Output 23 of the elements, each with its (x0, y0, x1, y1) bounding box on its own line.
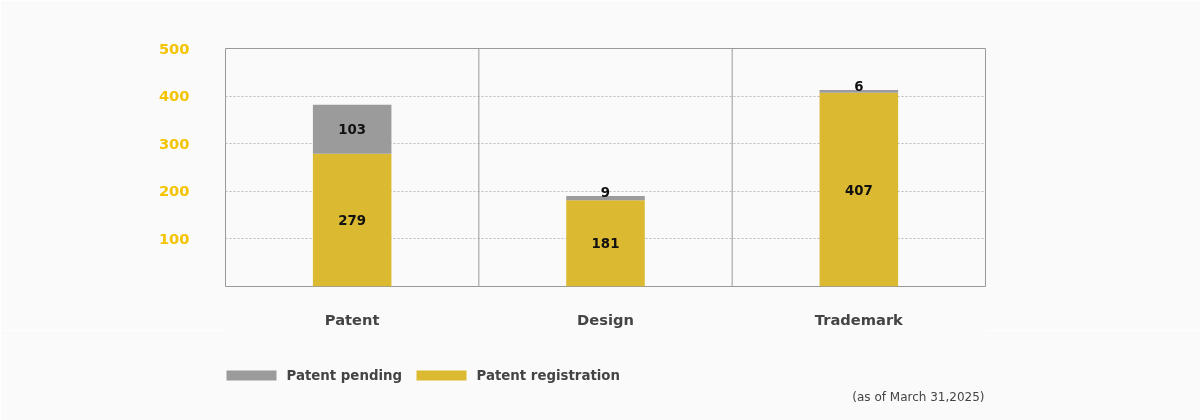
bar (819, 89, 899, 93)
bar (312, 153, 392, 287)
data-label: 181 (591, 236, 620, 252)
text: (as of March 31,2025) (852, 389, 985, 404)
bar (566, 200, 645, 287)
y-tick-label: 200 (158, 182, 190, 200)
legend-label: Patent registration (476, 368, 620, 383)
x-tick-label: Trademark (814, 310, 905, 328)
x-tick-label: Patent (324, 310, 380, 328)
data-label: 279 (338, 213, 367, 229)
y-tick-label: 400 (158, 87, 190, 105)
y-tick-label: 300 (158, 134, 190, 152)
x-tick-label: Design (577, 310, 634, 328)
y-tick-label: 100 (158, 229, 190, 247)
data-label: 6 (854, 79, 864, 95)
data-label: 9 (600, 185, 611, 201)
data-label: 407 (844, 182, 873, 198)
bar (819, 92, 899, 287)
bar (566, 196, 645, 201)
y-tick-label: 500 (158, 39, 190, 57)
legend-label: Patent pending (286, 368, 403, 383)
data-label: 103 (338, 122, 367, 138)
bar (312, 104, 392, 154)
